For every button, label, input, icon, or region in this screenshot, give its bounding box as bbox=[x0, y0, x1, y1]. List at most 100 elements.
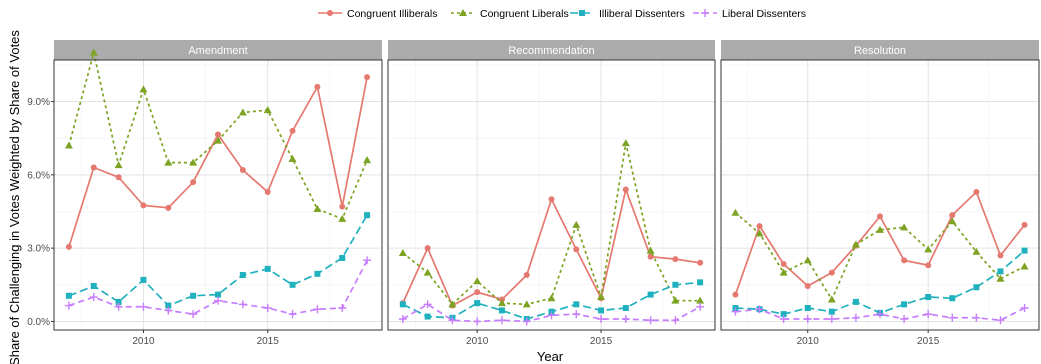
data-point bbox=[925, 294, 932, 301]
legend-label: Congruent Liberals bbox=[480, 8, 569, 20]
data-point bbox=[338, 214, 347, 222]
legend-item-liberal-dissenters: Liberal Dissenters bbox=[693, 8, 806, 20]
legend-item-illiberal-dissenters: Illiberal Dissenters bbox=[570, 8, 685, 20]
data-point bbox=[139, 85, 148, 93]
legend-marker bbox=[327, 10, 333, 16]
data-point bbox=[852, 298, 859, 305]
data-point bbox=[851, 240, 860, 248]
data-point bbox=[424, 245, 431, 252]
data-point bbox=[314, 83, 321, 90]
data-point bbox=[731, 307, 740, 316]
data-point bbox=[755, 229, 764, 237]
data-point bbox=[139, 302, 148, 311]
data-point bbox=[165, 302, 172, 309]
series-congruent-illiberals bbox=[732, 188, 1028, 298]
data-point bbox=[876, 310, 884, 319]
x-tick-label: 2015 bbox=[590, 336, 613, 347]
panel-resolution: Resolution 2010 2015 bbox=[720, 40, 1040, 347]
data-point bbox=[65, 243, 72, 250]
panel-strip bbox=[388, 40, 715, 60]
data-point bbox=[338, 304, 347, 313]
x-tick-label: 2015 bbox=[257, 336, 280, 347]
data-point bbox=[900, 223, 909, 231]
data-point bbox=[924, 310, 933, 319]
data-point bbox=[900, 315, 909, 324]
legend: Congruent Illiberals Congruent Liberals Il… bbox=[318, 8, 806, 20]
data-point bbox=[89, 48, 98, 56]
data-point bbox=[647, 291, 654, 298]
legend-label: Congruent Illiberals bbox=[347, 8, 437, 20]
data-point bbox=[339, 254, 346, 261]
data-point bbox=[313, 205, 322, 213]
data-point bbox=[948, 217, 957, 225]
data-point bbox=[1021, 221, 1028, 228]
data-point bbox=[263, 106, 272, 114]
data-point bbox=[214, 296, 222, 305]
data-point bbox=[949, 212, 956, 219]
data-point bbox=[289, 281, 296, 288]
x-tick-label: 2010 bbox=[132, 336, 155, 347]
data-point bbox=[474, 300, 481, 307]
data-point bbox=[925, 262, 932, 269]
legend-label: Liberal Dissenters bbox=[722, 8, 806, 20]
gridlines bbox=[54, 60, 382, 330]
data-point bbox=[876, 225, 884, 233]
data-point bbox=[901, 257, 908, 264]
data-point bbox=[448, 316, 457, 325]
data-point bbox=[314, 270, 321, 277]
data-point bbox=[949, 295, 956, 302]
data-point bbox=[1020, 304, 1029, 313]
data-point bbox=[473, 277, 482, 285]
data-point bbox=[548, 196, 555, 203]
panel-title: Resolution bbox=[854, 45, 906, 57]
data-point bbox=[238, 300, 247, 309]
data-point bbox=[779, 268, 788, 276]
y-tick-label: 6.0% bbox=[27, 170, 50, 181]
legend-marker bbox=[579, 10, 585, 16]
x-tick-label: 2010 bbox=[466, 336, 489, 347]
panel-amendment: Amendment 2010 2015 bbox=[51, 40, 383, 347]
data-point bbox=[215, 291, 221, 298]
data-point bbox=[115, 298, 122, 305]
data-point bbox=[851, 313, 860, 322]
data-point bbox=[215, 131, 221, 138]
data-point bbox=[671, 316, 680, 325]
legend-label: Illiberal Dissenters bbox=[599, 8, 685, 20]
data-point bbox=[572, 220, 581, 228]
data-point bbox=[65, 292, 72, 299]
data-point bbox=[573, 246, 580, 253]
data-point bbox=[424, 313, 431, 320]
x-axis-title: Year bbox=[537, 349, 564, 364]
data-point bbox=[140, 202, 147, 209]
legend-item-congruent-liberals: Congruent Liberals bbox=[451, 8, 569, 20]
data-point bbox=[164, 158, 173, 166]
y-tick-labels: 0.0% 3.0% 6.0% 9.0% bbox=[27, 97, 50, 328]
data-point bbox=[364, 74, 371, 81]
data-point bbox=[547, 311, 556, 320]
data-point bbox=[264, 188, 271, 195]
data-point bbox=[189, 310, 198, 319]
data-point bbox=[948, 313, 957, 322]
gridlines bbox=[721, 60, 1039, 330]
data-point bbox=[756, 223, 763, 230]
data-point bbox=[214, 136, 222, 144]
series-congruent-liberals bbox=[731, 208, 1029, 303]
data-point bbox=[901, 301, 908, 308]
data-point bbox=[398, 315, 407, 324]
data-point bbox=[755, 305, 764, 314]
data-point bbox=[1021, 247, 1028, 254]
data-point bbox=[339, 203, 346, 210]
data-point bbox=[164, 306, 173, 315]
data-point bbox=[972, 313, 981, 322]
data-point bbox=[672, 256, 679, 263]
data-point bbox=[399, 301, 406, 308]
data-point bbox=[165, 204, 172, 211]
data-point bbox=[597, 293, 606, 301]
data-point bbox=[190, 179, 197, 186]
data-point bbox=[598, 307, 605, 314]
data-point bbox=[189, 158, 198, 166]
plot-area bbox=[721, 60, 1039, 330]
data-point bbox=[672, 281, 679, 288]
data-point bbox=[597, 315, 606, 324]
